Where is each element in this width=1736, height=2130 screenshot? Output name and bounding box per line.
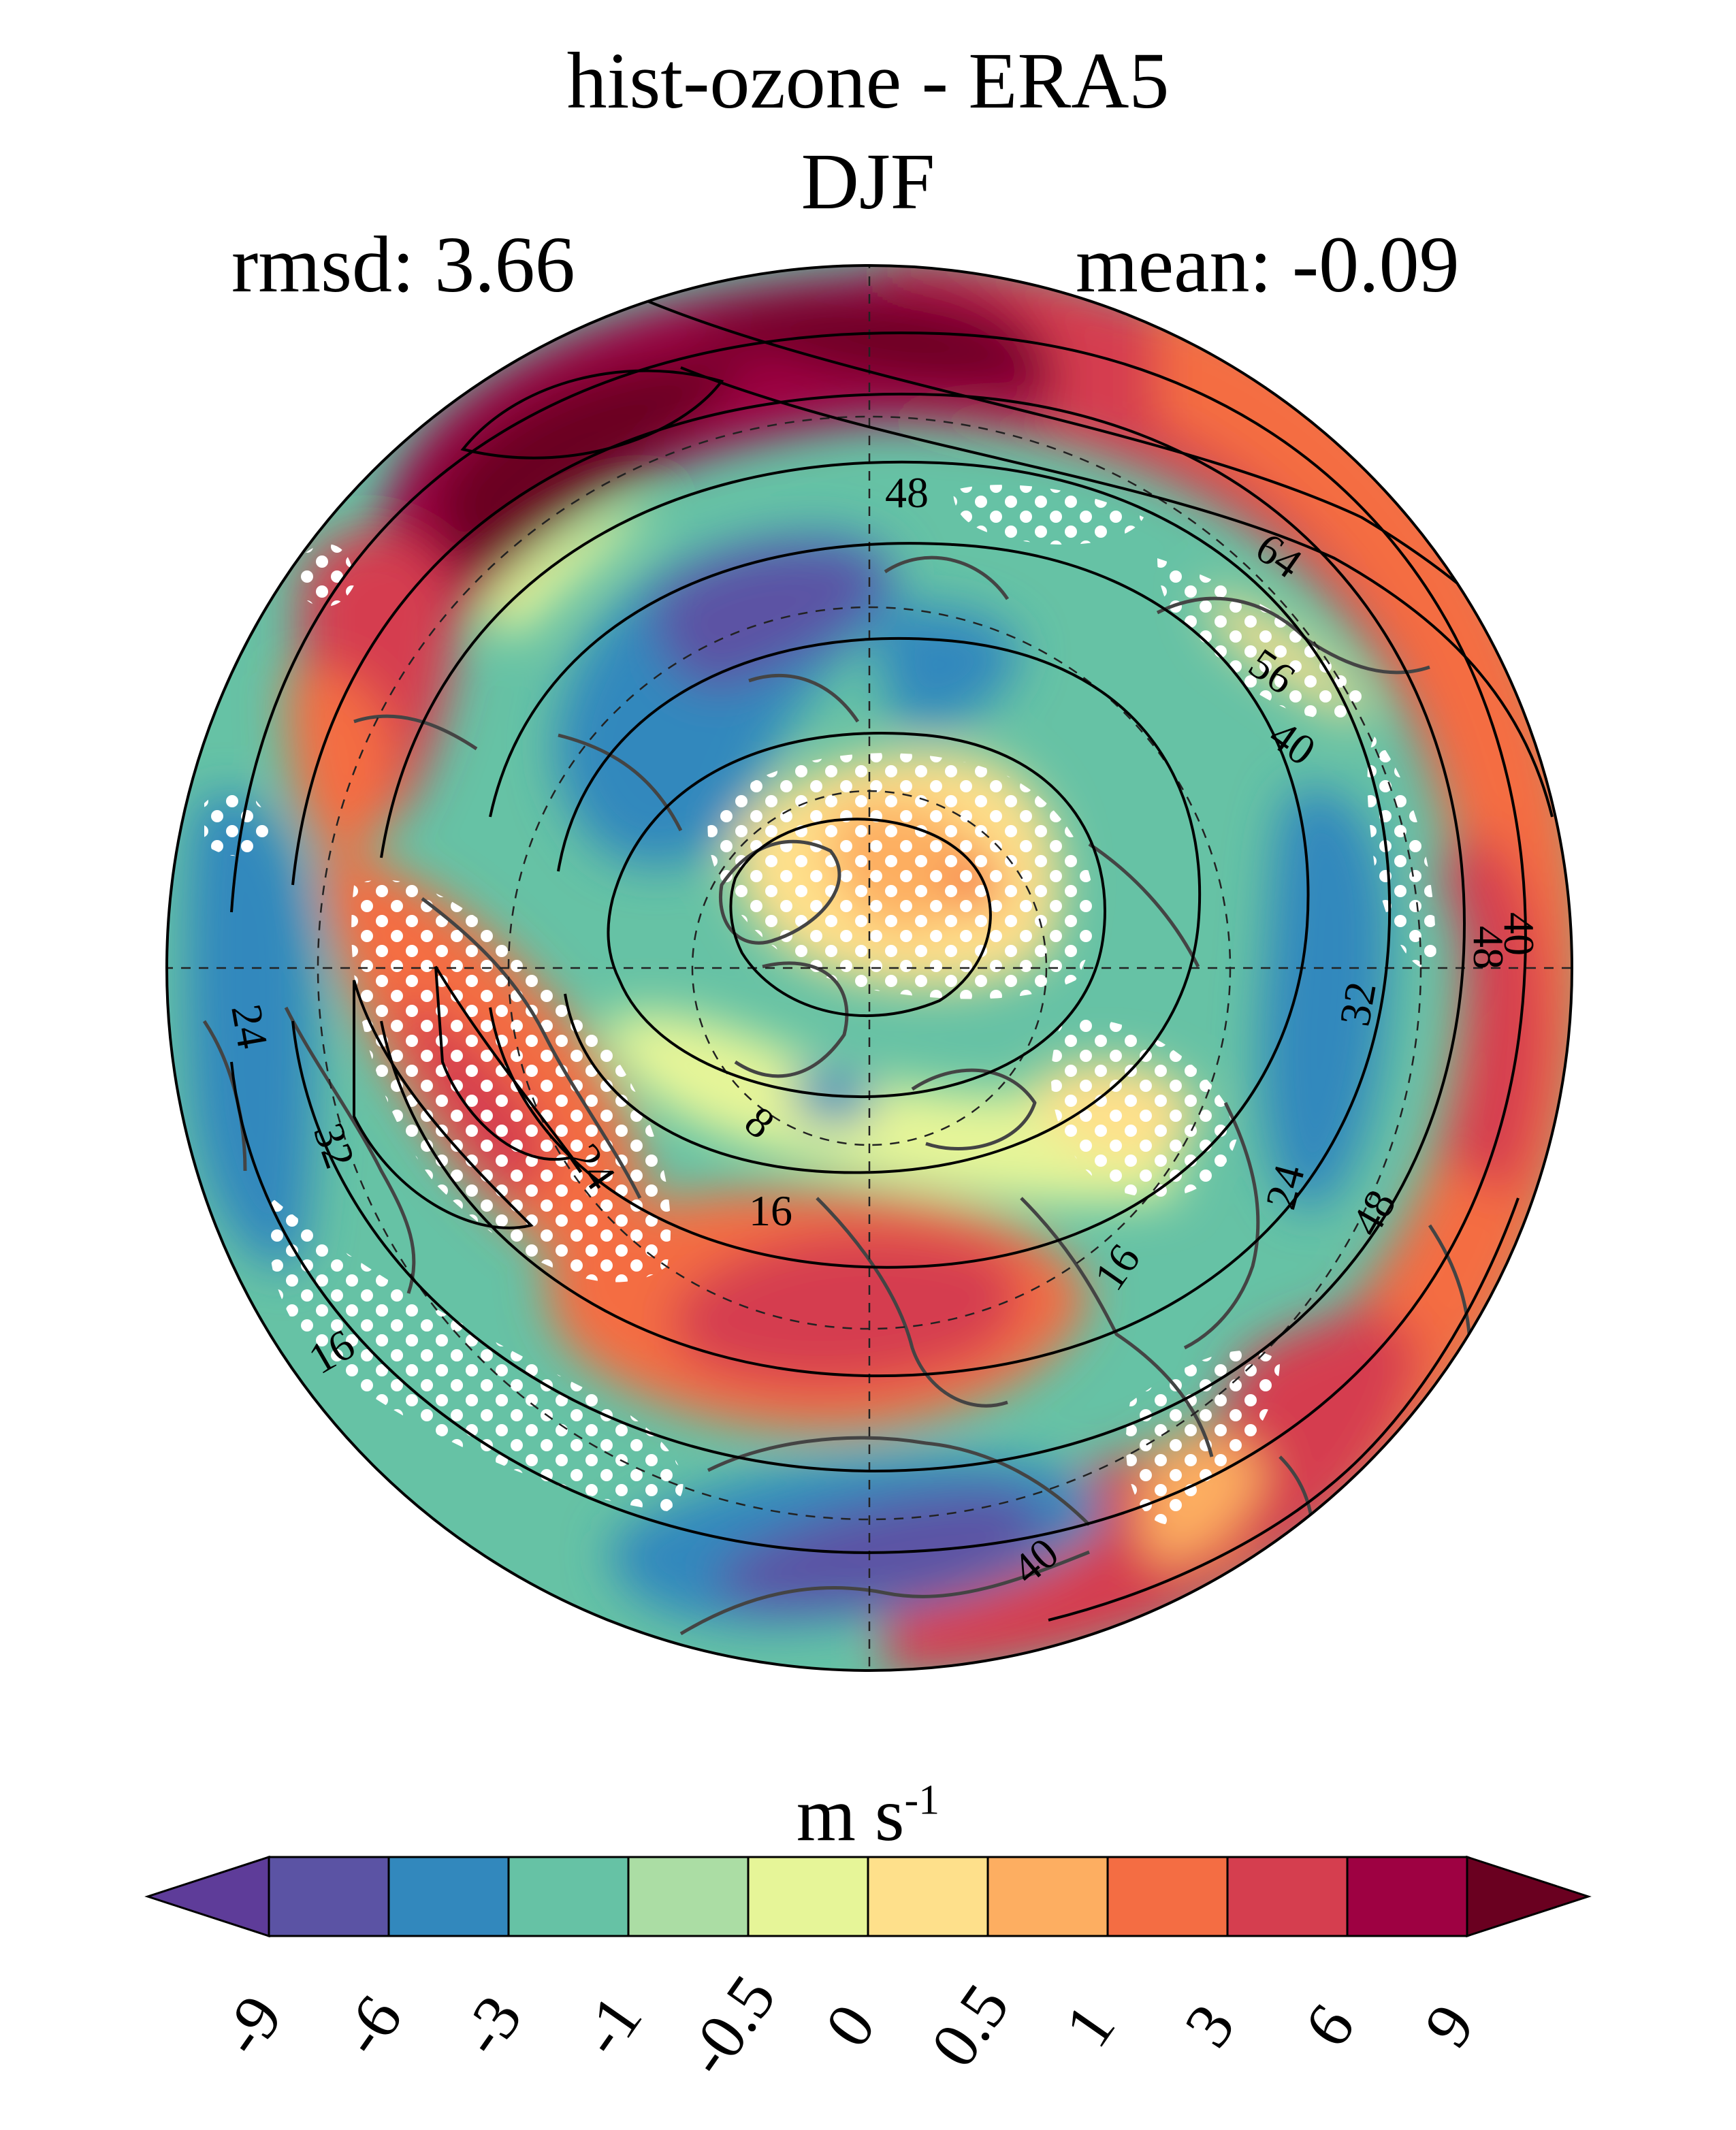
colorbar: -9 -6 -3 -1 -0.5 0 0.5 1 3 6 9 [144, 1855, 1592, 2088]
colorbar-tick-label: 0.5 [916, 1971, 1023, 2080]
contour-label: 24 [222, 1001, 277, 1052]
colorbar-tick-label: -1 [565, 1982, 656, 2069]
colorbar-tick-label: 9 [1410, 1991, 1488, 2060]
colorbar-extend-high [1466, 1855, 1592, 1938]
colorbar-tick-label: 6 [1290, 1991, 1368, 2060]
map-boundary [165, 264, 1573, 1672]
colorbar-segment [1346, 1856, 1468, 1937]
contour-label: 16 [749, 1187, 792, 1235]
contour-label: 48 [1464, 926, 1513, 969]
colorbar-segment [627, 1856, 750, 1937]
graticule [167, 265, 1572, 1671]
contour-label: 40 [1495, 912, 1543, 956]
colorbar-segment [507, 1856, 630, 1937]
units-base: m s [796, 1773, 905, 1857]
units-exponent: -1 [904, 1777, 940, 1824]
contour-label: 32 [1330, 978, 1385, 1029]
colorbar-tick-label: -0.5 [671, 1962, 790, 2088]
title-line-2: DJF [801, 137, 935, 226]
colorbar-extend-low [144, 1855, 270, 1938]
colorbar-tick-label: -9 [206, 1982, 297, 2069]
colorbar-segment [986, 1856, 1109, 1937]
colorbar-segment [1226, 1856, 1349, 1937]
colorbar-tick-label: 0 [811, 1991, 889, 2060]
colorbar-tick-label: -6 [325, 1982, 417, 2069]
map-disk: 48 64 56 40 40 48 32 24 48 16 40 24 32 2… [167, 265, 1572, 1671]
mean-label: mean: -0.09 [1076, 220, 1460, 309]
colorbar-segment [387, 1856, 510, 1937]
colorbar-units: m s-1 [0, 1777, 1736, 1853]
colorbar-tick-label: 1 [1050, 1991, 1129, 2060]
colorbar-tick-label: 3 [1170, 1991, 1249, 2060]
colorbar-segment [268, 1856, 390, 1937]
rmsd-label: rmsd: 3.66 [231, 220, 575, 309]
title-line-1: hist-ozone - ERA5 [566, 36, 1170, 125]
colorbar-tick-label: -3 [445, 1982, 536, 2069]
colorbar-segment [867, 1856, 989, 1937]
colorbar-segment [747, 1856, 869, 1937]
colorbar-segment [1106, 1856, 1229, 1937]
contour-label: 48 [885, 468, 929, 517]
